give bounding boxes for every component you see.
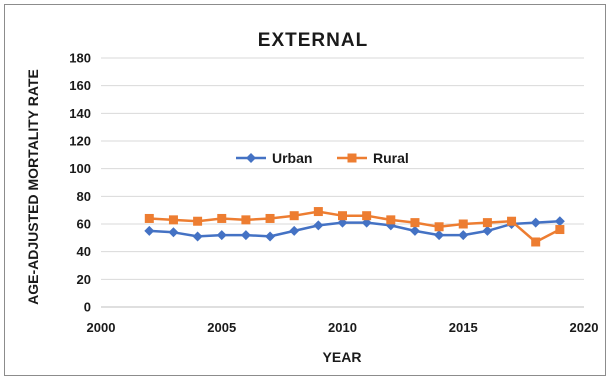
y-tick-label: 120 — [69, 134, 91, 149]
chart-title: EXTERNAL — [258, 30, 368, 51]
y-tick-label: 0 — [84, 300, 91, 315]
data-point-rural — [313, 207, 323, 217]
legend: Urban Rural — [236, 150, 409, 166]
y-tick-label: 160 — [69, 78, 91, 93]
x-tick-label: 2000 — [87, 320, 116, 335]
data-point-urban — [289, 225, 300, 236]
data-point-rural — [168, 215, 178, 225]
data-point-rural — [338, 211, 347, 221]
x-tick-label: 2020 — [570, 320, 599, 335]
data-point-urban — [216, 230, 227, 241]
data-point-urban — [265, 231, 276, 242]
legend-item-rural: Rural — [337, 150, 409, 166]
series-line-urban — [149, 219, 560, 238]
data-point-urban — [530, 217, 541, 228]
x-tick-label: 2005 — [207, 320, 236, 335]
y-tick-label: 180 — [69, 51, 91, 66]
legend-marker — [246, 153, 256, 163]
data-point-rural — [507, 216, 517, 226]
data-point-urban — [482, 225, 493, 236]
x-axis-ticks: 2000 2005 2010 2015 2020 — [87, 320, 599, 335]
data-point-rural — [265, 213, 275, 223]
data-point-urban — [313, 220, 324, 231]
data-point-urban — [168, 227, 179, 238]
data-point-rural — [386, 215, 396, 225]
data-point-urban — [458, 230, 469, 241]
x-tick-label: 2015 — [449, 320, 478, 335]
data-point-rural — [144, 213, 154, 223]
data-point-urban — [434, 230, 445, 241]
data-point-rural — [555, 225, 565, 235]
data-point-rural — [193, 216, 203, 226]
data-point-urban — [409, 225, 420, 236]
x-axis-title: YEAR — [323, 349, 362, 365]
legend-item-urban: Urban — [236, 150, 312, 166]
y-tick-label: 100 — [69, 161, 91, 176]
data-point-rural — [410, 218, 420, 228]
data-point-rural — [362, 211, 372, 221]
data-point-rural — [482, 218, 492, 228]
chart-frame — [4, 4, 606, 376]
y-axis-title: AGE-ADJUSTED MORTALITY RATE — [25, 69, 41, 305]
legend-label: Rural — [373, 150, 409, 166]
data-point-urban — [240, 230, 251, 241]
y-tick-label: 20 — [77, 272, 91, 287]
x-tick-label: 2010 — [328, 320, 357, 335]
legend-label: Urban — [272, 150, 312, 166]
y-axis-ticks: 0 20 40 60 80 100 120 140 160 180 — [69, 51, 91, 315]
data-point-urban — [144, 225, 155, 236]
data-point-rural — [434, 222, 444, 232]
data-point-rural — [531, 237, 541, 247]
y-tick-label: 40 — [77, 244, 91, 259]
legend-marker — [347, 153, 357, 163]
data-point-rural — [458, 219, 468, 229]
data-point-rural — [241, 215, 251, 225]
series-rural — [144, 207, 565, 247]
data-point-rural — [289, 211, 299, 221]
y-tick-label: 140 — [69, 106, 91, 121]
series-layer — [144, 207, 565, 247]
series-urban — [144, 216, 565, 242]
y-tick-label: 60 — [77, 217, 91, 232]
gridlines — [101, 57, 584, 280]
data-point-urban — [192, 231, 203, 242]
data-point-rural — [217, 213, 227, 223]
data-point-urban — [554, 216, 565, 227]
y-tick-label: 80 — [77, 189, 91, 204]
